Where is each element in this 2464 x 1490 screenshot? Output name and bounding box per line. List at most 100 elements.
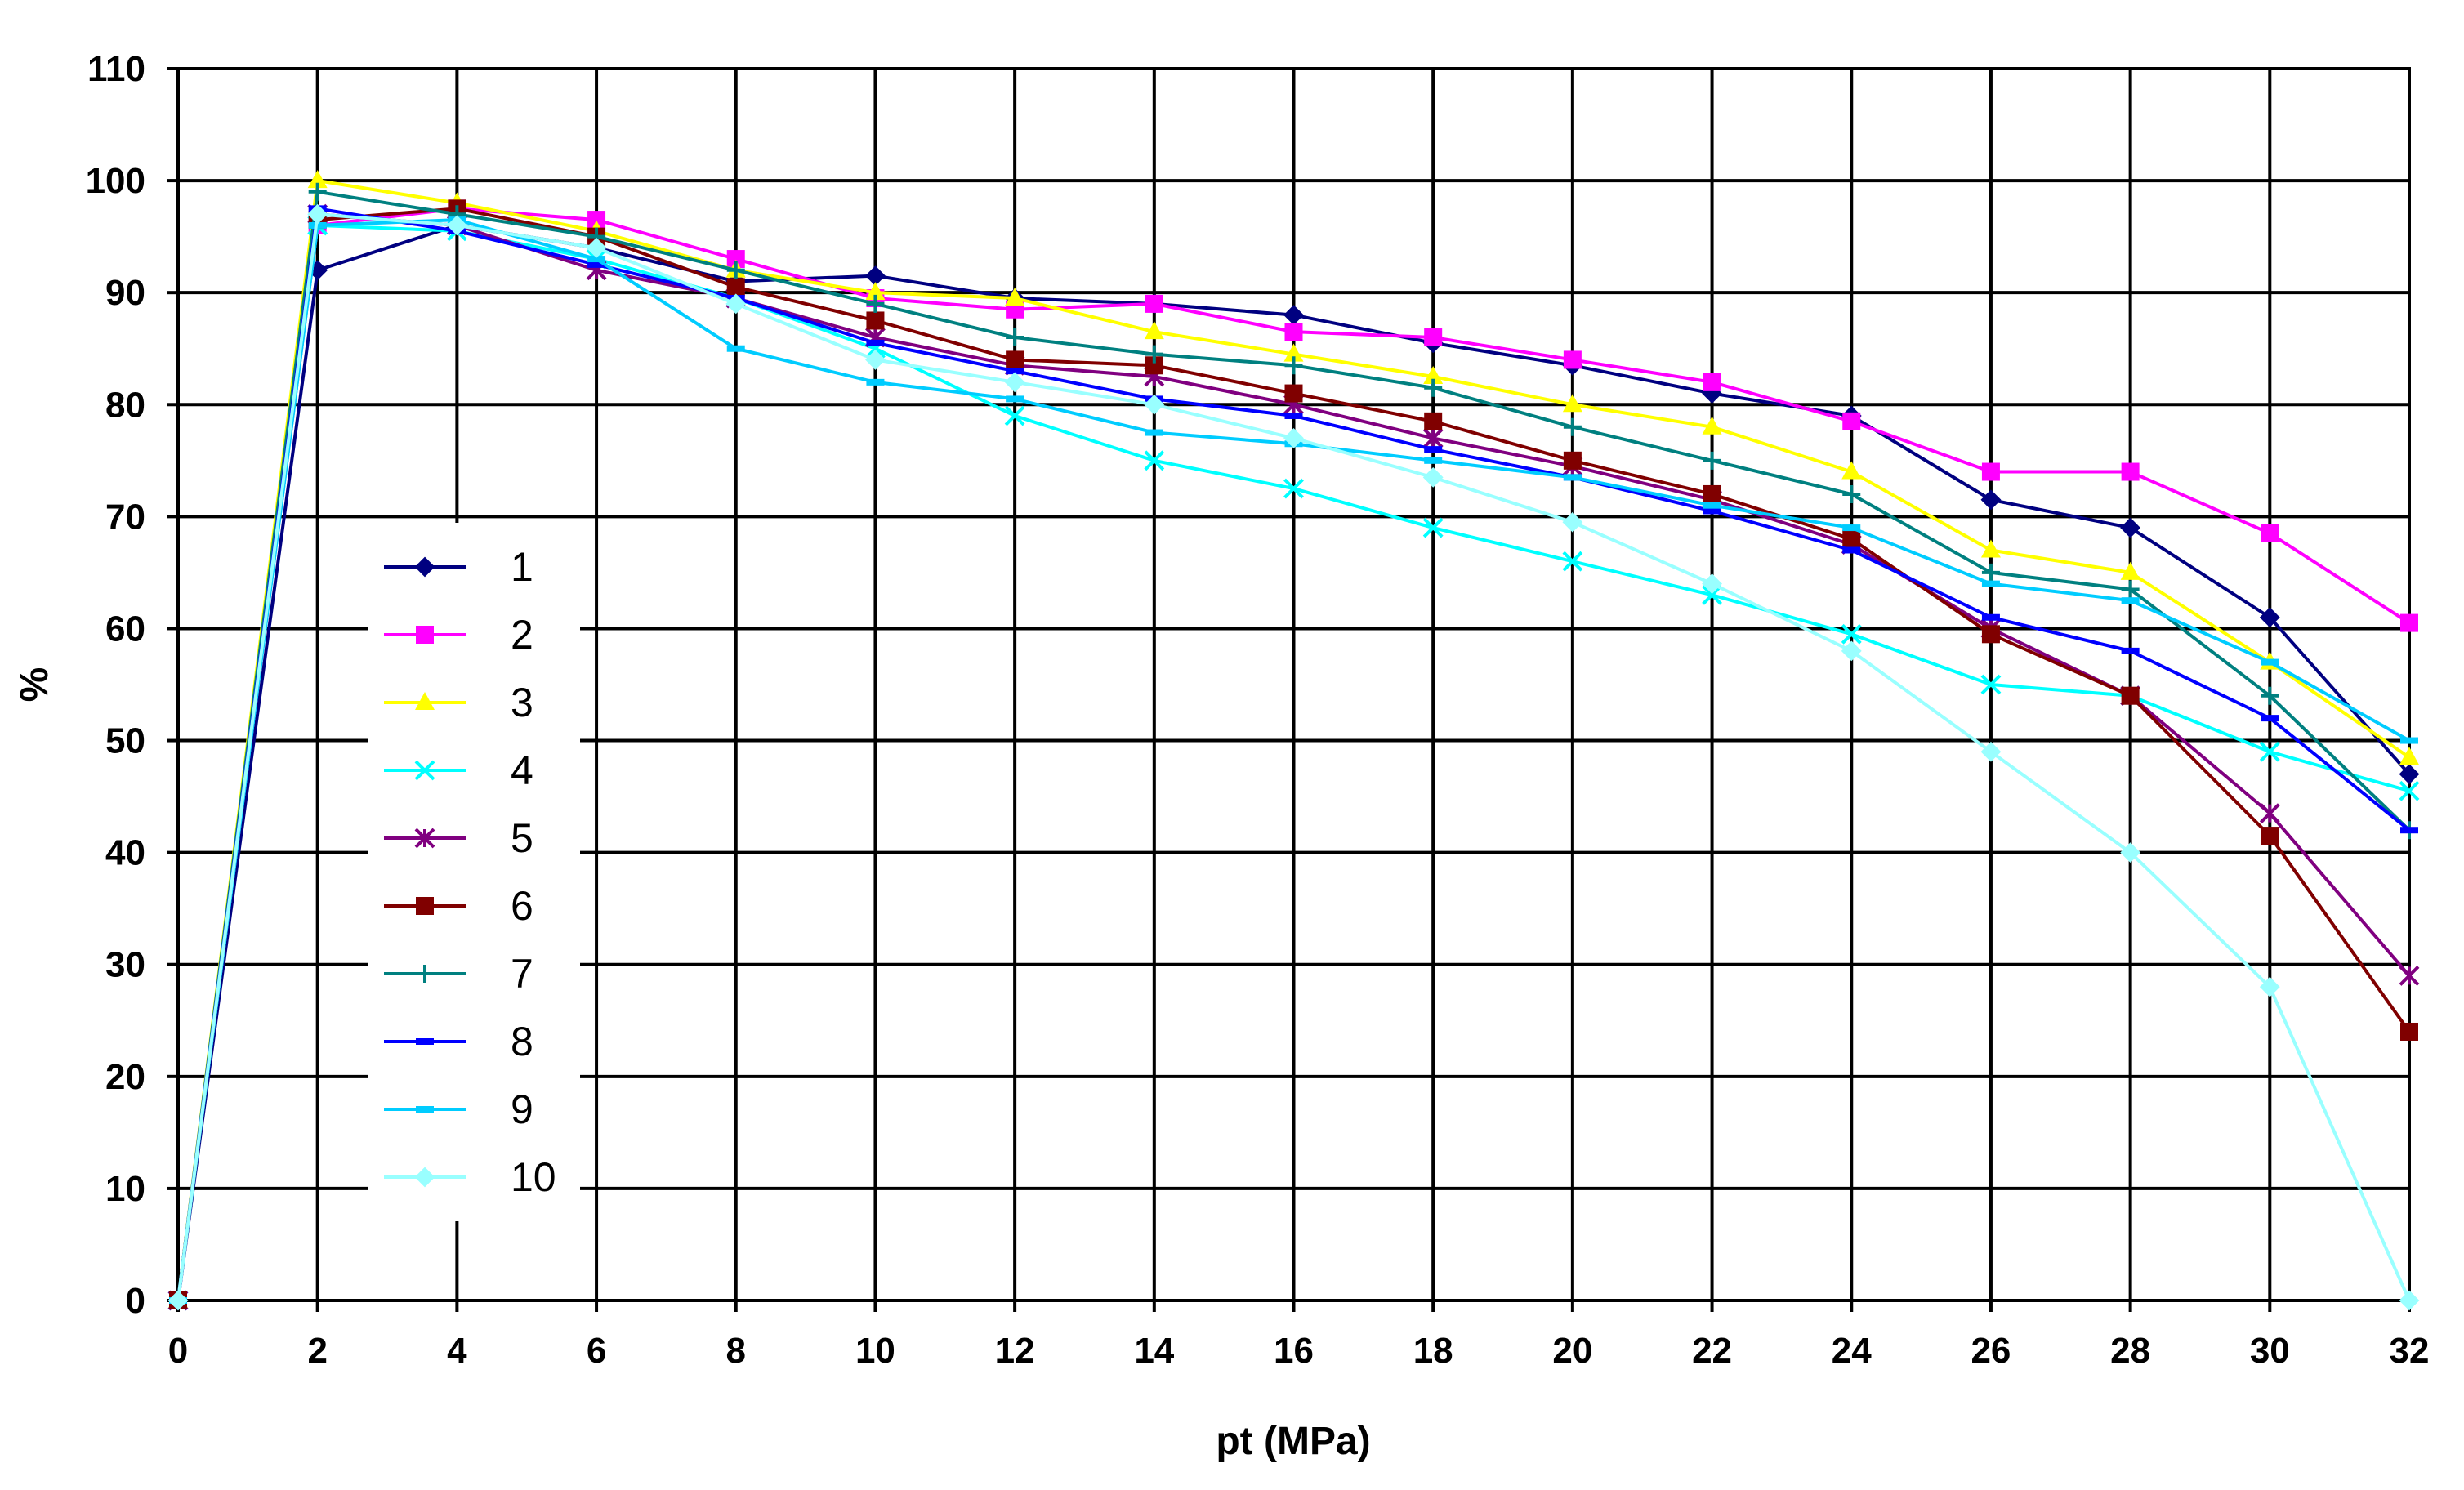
legend-marker-8 — [416, 1038, 434, 1045]
legend-label-8: 8 — [511, 1019, 533, 1064]
data-point-series-2 — [1284, 323, 1303, 341]
data-point-series-2 — [1563, 350, 1582, 369]
x-axis-title: pt (MPa) — [1216, 1420, 1370, 1463]
x-tick-label: 14 — [1134, 1331, 1174, 1371]
data-point-series-8 — [1006, 368, 1024, 375]
x-tick-label: 16 — [1274, 1331, 1314, 1371]
x-tick-label: 26 — [1971, 1331, 2011, 1371]
data-point-series-6 — [726, 278, 745, 297]
data-point-series-8 — [2121, 647, 2140, 654]
data-point-series-2 — [2400, 613, 2418, 632]
data-point-series-8 — [2261, 715, 2279, 722]
data-point-series-10 — [865, 350, 886, 370]
y-tick-label: 90 — [105, 273, 145, 313]
x-tick-label: 20 — [1552, 1331, 1592, 1371]
legend-marker-2 — [416, 626, 434, 644]
data-point-series-2 — [726, 250, 745, 269]
y-tick-label: 70 — [105, 497, 145, 537]
data-point-series-10 — [1422, 466, 1444, 488]
legend-marker-5 — [414, 828, 435, 849]
legend-label-3: 3 — [511, 680, 533, 725]
data-point-series-10 — [725, 293, 747, 315]
data-point-series-8 — [1424, 446, 1443, 453]
data-point-series-7 — [2121, 580, 2140, 599]
legend-marker-4 — [414, 760, 435, 781]
legend-item-9: 9 — [384, 1086, 533, 1132]
y-tick-label: 60 — [105, 609, 145, 649]
axes: 0 2 4 6 8 10 12 14 16 18 20 22 24 26 28 30 3201020304050… — [86, 49, 2430, 1371]
data-point-series-9 — [1703, 502, 1721, 509]
data-point-series-7 — [1842, 484, 1861, 503]
data-point-series-8 — [2400, 827, 2418, 834]
data-point-series-2 — [1981, 462, 2000, 481]
legend-item-1: 1 — [384, 544, 533, 590]
y-tick-label: 10 — [105, 1169, 145, 1209]
data-point-series-9 — [1006, 395, 1024, 403]
data-point-series-5 — [2259, 803, 2280, 824]
data-point-series-3 — [2120, 561, 2140, 580]
legend-marker-9 — [416, 1106, 434, 1113]
data-point-series-10 — [1562, 511, 1583, 533]
legend-box — [368, 523, 580, 1221]
x-tick-label: 8 — [726, 1331, 746, 1371]
data-point-series-6 — [2121, 686, 2140, 705]
x-tick-label: 0 — [168, 1331, 188, 1371]
data-point-series-10 — [1980, 741, 2002, 762]
data-point-series-3 — [1144, 321, 1164, 340]
legend-label-10: 10 — [511, 1154, 556, 1200]
data-point-series-4 — [1562, 551, 1583, 572]
legend-label-1: 1 — [511, 544, 533, 590]
data-point-series-6 — [2400, 1022, 2418, 1041]
data-point-series-6 — [1981, 625, 2000, 644]
x-tick-label: 2 — [307, 1331, 327, 1371]
legend-marker-1 — [414, 556, 435, 578]
legend-label-5: 5 — [511, 815, 533, 861]
data-point-series-7 — [1006, 328, 1024, 347]
data-point-series-7 — [1703, 451, 1721, 470]
legend: 1 2 3 4 5 6 7 8 9 10 — [368, 523, 580, 1221]
data-point-series-6 — [1284, 384, 1303, 403]
data-point-series-8 — [587, 261, 606, 268]
legend-item-10: 10 — [384, 1154, 556, 1200]
y-tick-label: 40 — [105, 833, 145, 873]
data-point-series-9 — [1563, 474, 1582, 481]
data-point-series-3 — [1005, 288, 1025, 306]
data-point-series-6 — [2261, 827, 2279, 845]
data-point-series-9 — [1842, 524, 1861, 532]
legend-label-4: 4 — [511, 747, 533, 793]
data-point-series-9 — [1981, 580, 2000, 587]
data-point-series-7 — [1424, 378, 1443, 397]
data-point-series-8 — [1284, 412, 1303, 419]
data-point-series-9 — [1424, 457, 1443, 464]
data-point-series-1 — [2259, 607, 2280, 628]
x-tick-label: 24 — [1832, 1331, 1872, 1371]
data-point-series-10 — [586, 237, 607, 258]
data-point-series-7 — [1145, 345, 1163, 364]
data-point-series-9 — [866, 378, 885, 386]
data-point-series-1 — [1980, 489, 2002, 511]
data-point-series-10 — [2399, 1290, 2420, 1311]
data-point-series-3 — [1423, 366, 1444, 384]
data-point-series-3 — [1702, 416, 1722, 435]
data-point-series-9 — [1145, 429, 1163, 436]
data-point-series-8 — [866, 339, 885, 346]
data-point-series-7 — [1981, 563, 2000, 582]
data-point-series-9 — [2261, 658, 2279, 666]
data-point-series-2 — [1145, 294, 1163, 313]
data-point-series-3 — [307, 170, 328, 189]
legend-item-6: 6 — [384, 883, 533, 929]
x-tick-label: 6 — [587, 1331, 606, 1371]
data-point-series-10 — [446, 215, 467, 236]
y-tick-label: 30 — [105, 945, 145, 985]
data-point-series-10 — [2120, 842, 2141, 863]
series-10 — [167, 203, 2420, 1311]
data-point-series-9 — [726, 345, 745, 352]
data-point-series-8 — [1703, 507, 1721, 515]
data-point-series-2 — [587, 211, 606, 230]
legend-label-6: 6 — [511, 883, 533, 929]
x-tick-label: 32 — [2390, 1331, 2430, 1371]
data-point-series-10 — [1144, 394, 1165, 415]
legend-marker-7 — [416, 965, 434, 983]
x-tick-label: 22 — [1692, 1331, 1732, 1371]
